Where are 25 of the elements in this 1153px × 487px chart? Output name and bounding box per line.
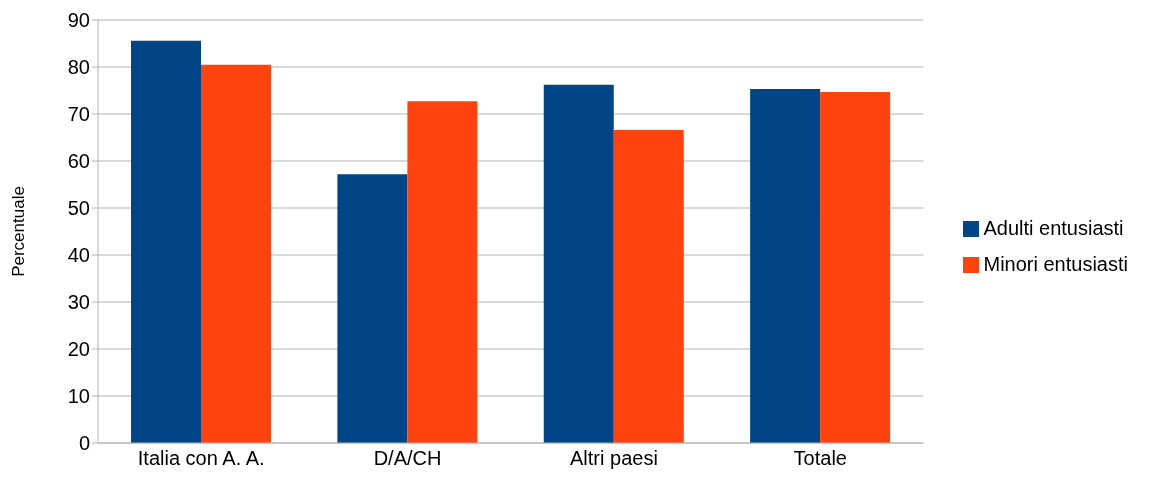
bar [337,174,408,443]
y-tick-label: 90 [67,9,90,32]
bar [543,84,614,443]
bar [820,91,891,443]
y-tick-label: 20 [67,338,90,361]
bar [613,129,684,443]
y-tick-label: 0 [78,432,90,455]
x-tick-label: Altri paesi [570,447,658,470]
y-axis-title: Percentuale [9,186,29,277]
x-tick-label: D/A/CH [373,447,442,470]
x-tick-label: Totale [793,447,847,470]
y-tick-label: 80 [67,56,90,79]
y-tick-label: 40 [67,244,90,267]
legend-label: Minori entusiasti [983,252,1128,275]
y-tick-label: 60 [67,150,90,173]
y-tick-label: 70 [67,103,90,126]
bar [201,64,272,443]
y-tick-label: 10 [67,385,90,408]
bar [131,40,202,443]
y-tick-label: 30 [67,291,90,314]
legend-label: Adulti entusiasti [983,216,1124,239]
bar [407,101,478,443]
bar [750,89,821,443]
x-tick-label: Italia con A. A. [137,447,265,470]
y-tick-label: 50 [67,197,90,220]
